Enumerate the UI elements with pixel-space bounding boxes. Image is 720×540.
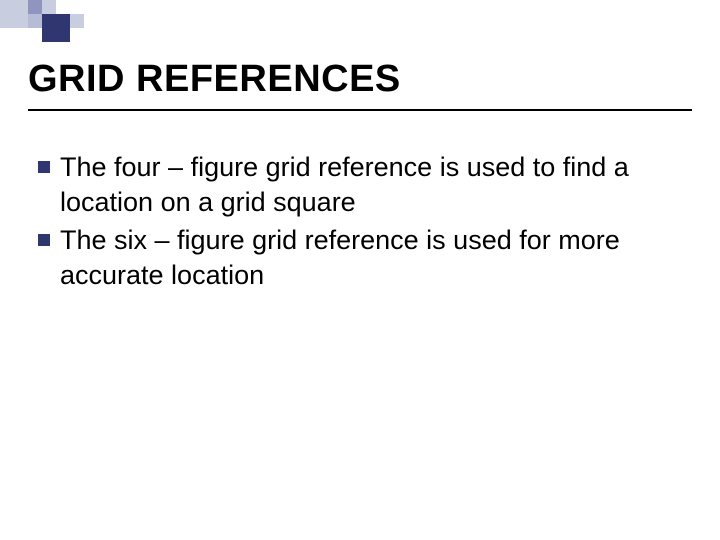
decoration-svg [0,0,140,50]
bullet-item: The six – figure grid reference is used … [38,223,682,292]
bullet-marker-icon [38,234,50,246]
bullet-text: The six – figure grid reference is used … [60,223,682,292]
slide-title: GRID REFERENCES [28,58,692,107]
corner-decoration [0,0,140,42]
deco-square [0,0,28,28]
bullet-item: The four – figure grid reference is used… [38,150,682,219]
deco-square [70,14,84,28]
content-area: The four – figure grid reference is used… [38,150,682,296]
deco-square [42,0,56,14]
deco-square [28,0,42,14]
title-underline [28,109,692,111]
title-block: GRID REFERENCES [28,58,692,111]
bullet-text: The four – figure grid reference is used… [60,150,682,219]
bullet-marker-icon [38,161,50,173]
deco-square [28,14,42,28]
deco-square [42,14,70,42]
